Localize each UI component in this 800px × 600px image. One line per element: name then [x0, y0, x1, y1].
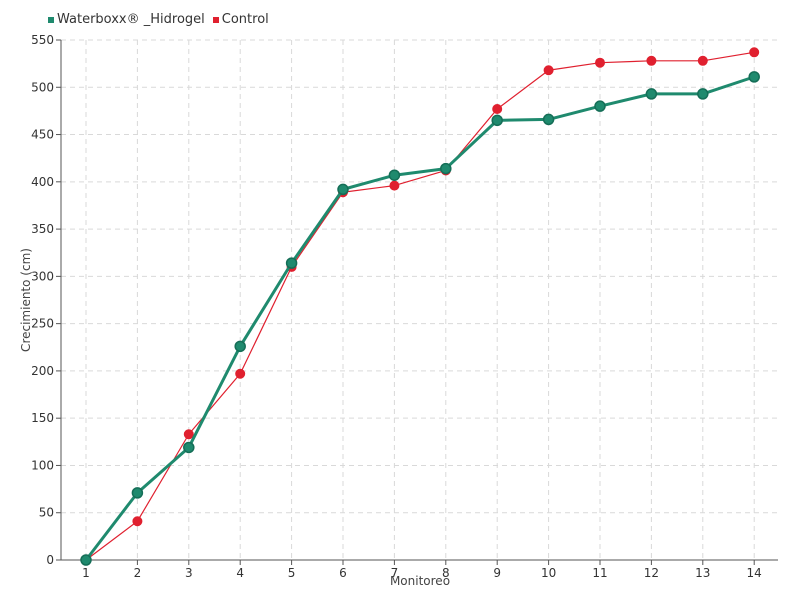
data-point-waterboxx [748, 71, 760, 83]
series-layer [80, 47, 760, 566]
y-tick-label: 200 [31, 364, 54, 378]
legend: Waterboxx® _Hidrogel Control [48, 12, 269, 27]
legend-label-waterboxx: Waterboxx® _Hidrogel [57, 12, 205, 27]
series-line-control [85, 51, 755, 561]
x-tick-label: 14 [747, 566, 762, 580]
data-point-control [235, 368, 246, 379]
data-point-waterboxx [542, 113, 555, 126]
legend-swatch-waterboxx [48, 16, 54, 23]
data-point-waterboxx [131, 487, 144, 499]
data-point-control [492, 104, 503, 115]
x-axis-title: Monitoreo [390, 574, 450, 588]
y-tick-label: 250 [31, 317, 54, 331]
data-point-control [646, 55, 657, 66]
y-tick-label: 350 [31, 222, 54, 236]
y-tick-label: 150 [31, 411, 54, 425]
x-tick-label: 9 [493, 566, 501, 580]
grid [61, 39, 778, 560]
x-tick-label: 8 [442, 566, 450, 580]
x-tick-label: 2 [134, 566, 142, 580]
x-tick-label: 1 [82, 566, 90, 580]
y-tick-label: 300 [31, 269, 54, 283]
legend-item-waterboxx[interactable]: Waterboxx® _Hidrogel [48, 12, 205, 27]
data-point-waterboxx [697, 88, 709, 100]
data-point-control [543, 65, 554, 76]
data-point-waterboxx [80, 554, 92, 566]
x-tick-label: 7 [391, 566, 399, 580]
data-point-control [389, 180, 400, 191]
x-tick-label: 5 [288, 566, 296, 580]
data-point-waterboxx [645, 88, 658, 100]
x-tick-label: 13 [695, 566, 710, 580]
y-tick-label: 100 [31, 458, 54, 472]
data-point-waterboxx [440, 162, 452, 175]
y-tick-label: 550 [31, 33, 54, 47]
data-point-waterboxx [234, 340, 246, 353]
x-tick-label: 4 [236, 566, 244, 580]
data-point-waterboxx [285, 257, 298, 269]
x-tick-label: 3 [185, 566, 193, 580]
y-tick-label: 50 [39, 506, 54, 520]
data-point-control [183, 429, 194, 440]
y-tick-label: 450 [31, 128, 54, 142]
data-point-waterboxx [594, 100, 606, 112]
data-point-control [697, 55, 708, 66]
series-line-waterboxx [84, 75, 755, 561]
legend-label-control: Control [221, 12, 269, 27]
x-tick-label: 10 [541, 566, 556, 580]
y-tick-label: 0 [46, 553, 54, 567]
y-tick-label: 500 [31, 80, 54, 94]
data-point-control [749, 47, 760, 58]
legend-item-control[interactable]: Control [212, 12, 269, 27]
data-point-waterboxx [337, 183, 349, 196]
x-tick-label: 11 [592, 566, 607, 580]
x-tick-label: 12 [644, 566, 659, 580]
y-axis-title: Crecimiento (cm) [19, 248, 33, 352]
data-point-control [132, 516, 143, 527]
x-tick-label: 6 [339, 566, 347, 580]
data-point-waterboxx [491, 114, 503, 127]
data-point-waterboxx [388, 169, 401, 181]
data-point-control [595, 57, 605, 68]
legend-swatch-control [212, 16, 219, 23]
y-tick-label: 400 [31, 175, 54, 189]
data-point-waterboxx [183, 441, 195, 454]
